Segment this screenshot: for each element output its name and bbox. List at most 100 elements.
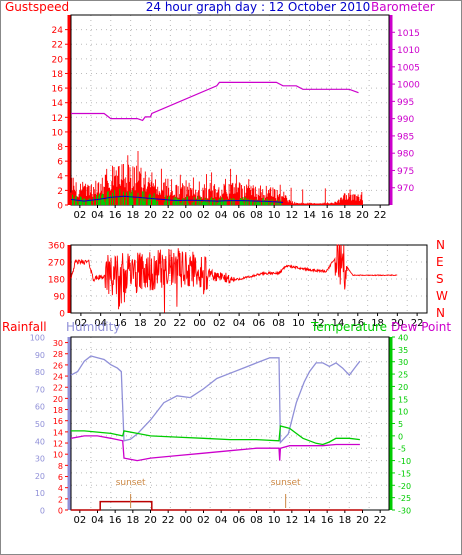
x-tick-label: 04 <box>91 515 104 526</box>
temperature-tick-label: 40 <box>398 334 408 343</box>
humidity-tick-label: 100 <box>30 334 45 343</box>
x-tick-label: 22 <box>374 210 387 221</box>
x-tick-label: 16 <box>321 515 334 526</box>
weather-panel: 0102030405060708090100024681012141618202… <box>30 334 411 527</box>
compass-label: E <box>436 255 444 269</box>
temperature-tick-label: 25 <box>398 371 408 380</box>
gust-tick-label: 8 <box>57 143 63 153</box>
gust-tick-label: 24 <box>52 26 64 36</box>
rainfall-axis-label: Rainfall <box>2 320 47 334</box>
x-tick-label: 18 <box>338 515 351 526</box>
x-tick-label: 20 <box>144 515 157 526</box>
gust-tick-label: 6 <box>57 158 63 168</box>
compass-label: S <box>436 272 444 286</box>
temperature-tick-label: 20 <box>398 383 408 392</box>
rain-tick-label: 0 <box>58 507 63 516</box>
x-tick-label: 02 <box>73 515 86 526</box>
x-tick-label: 06 <box>253 318 266 329</box>
dew-point-series <box>70 435 360 462</box>
temperature-tick-label: -10 <box>398 457 411 466</box>
barometer-tick-label: 995 <box>397 98 414 108</box>
x-tick-label: 18 <box>126 210 139 221</box>
x-tick-label: 20 <box>154 318 167 329</box>
barometer-tick-label: 975 <box>397 167 414 177</box>
humidity-tick-label: 90 <box>35 351 45 360</box>
chart-title: 24 hour graph day : 12 October 2010 <box>146 0 371 14</box>
temperature-tick-label: -5 <box>398 445 406 454</box>
rain-tick-label: 8 <box>58 462 63 471</box>
x-tick-label: 18 <box>134 318 147 329</box>
barometer-tick-label: 1010 <box>397 46 420 56</box>
humidity-tick-label: 70 <box>35 385 45 394</box>
temperature-tick-label: 30 <box>398 358 408 367</box>
x-tick-label: 16 <box>351 318 364 329</box>
x-tick-label: 12 <box>312 318 325 329</box>
x-tick-label: 10 <box>268 210 281 221</box>
temperature-tick-label: 5 <box>398 420 403 429</box>
wind-direction-series <box>70 244 398 313</box>
rain-tick-label: 30 <box>53 339 63 348</box>
x-tick-label: 20 <box>356 515 369 526</box>
x-tick-label: 02 <box>197 210 210 221</box>
x-tick-label: 22 <box>374 515 387 526</box>
humidity-series <box>70 355 361 445</box>
barometer-tick-label: 1015 <box>397 29 420 39</box>
rain-tick-label: 22 <box>53 384 63 393</box>
gust-tick-label: 18 <box>52 70 64 80</box>
sunset-label: sunset <box>271 478 301 488</box>
barometer-tick-label: 990 <box>397 115 414 125</box>
temperature-tick-label: -20 <box>398 482 411 491</box>
wind-pressure-panel: 0246810121416182022249709759809859909951… <box>52 14 420 221</box>
gust-tick-label: 16 <box>52 85 64 95</box>
direction-tick-label: 180 <box>48 276 65 286</box>
sunset-label: sunset <box>116 478 146 488</box>
rain-tick-label: 2 <box>58 495 63 504</box>
x-tick-label: 02 <box>197 515 210 526</box>
x-tick-label: 00 <box>179 210 192 221</box>
x-tick-label: 10 <box>268 515 281 526</box>
rain-tick-label: 24 <box>53 373 63 382</box>
direction-tick-label: 360 <box>48 242 65 252</box>
x-tick-label: 04 <box>94 318 107 329</box>
barometer-tick-label: 1000 <box>397 81 420 91</box>
rain-tick-label: 4 <box>58 484 63 493</box>
rain-tick-label: 10 <box>53 451 63 460</box>
x-tick-label: 12 <box>285 515 298 526</box>
temperature-tick-label: 10 <box>398 408 408 417</box>
x-tick-label: 02 <box>73 210 86 221</box>
x-tick-label: 16 <box>321 210 334 221</box>
rain-tick-label: 16 <box>53 417 63 426</box>
humidity-axis-label: Humidity <box>66 320 120 334</box>
x-tick-label: 04 <box>91 210 104 221</box>
x-tick-label: 04 <box>215 210 228 221</box>
x-tick-label: 16 <box>109 210 122 221</box>
x-tick-label: 02 <box>75 318 88 329</box>
temperature-tick-label: -15 <box>398 469 411 478</box>
direction-tick-label: 90 <box>54 293 66 303</box>
rainfall-series <box>71 500 363 511</box>
temperature-tick-label: 35 <box>398 346 408 355</box>
dew-point-axis-label: Dew Point <box>391 320 451 334</box>
x-tick-label: 22 <box>162 210 175 221</box>
rain-tick-label: 18 <box>53 406 63 415</box>
gust-tick-label: 14 <box>52 99 64 109</box>
compass-label: W <box>436 289 448 303</box>
x-tick-label: 14 <box>332 318 345 329</box>
humidity-tick-label: 20 <box>35 472 45 481</box>
temperature-axis-label: Temperature <box>310 320 387 334</box>
barometer-tick-label: 1005 <box>397 63 420 73</box>
x-tick-label: 20 <box>391 318 404 329</box>
x-tick-label: 06 <box>232 515 245 526</box>
rain-tick-label: 28 <box>53 350 63 359</box>
plot-frame <box>70 244 428 314</box>
temperature-tick-label: 15 <box>398 395 408 404</box>
x-tick-label: 18 <box>338 210 351 221</box>
rain-tick-label: 26 <box>53 361 63 370</box>
rain-tick-label: 20 <box>53 395 63 404</box>
x-tick-label: 18 <box>126 515 139 526</box>
compass-label: N <box>436 306 445 320</box>
humidity-tick-label: 0 <box>40 507 45 516</box>
barometer-tick-label: 970 <box>397 184 414 194</box>
